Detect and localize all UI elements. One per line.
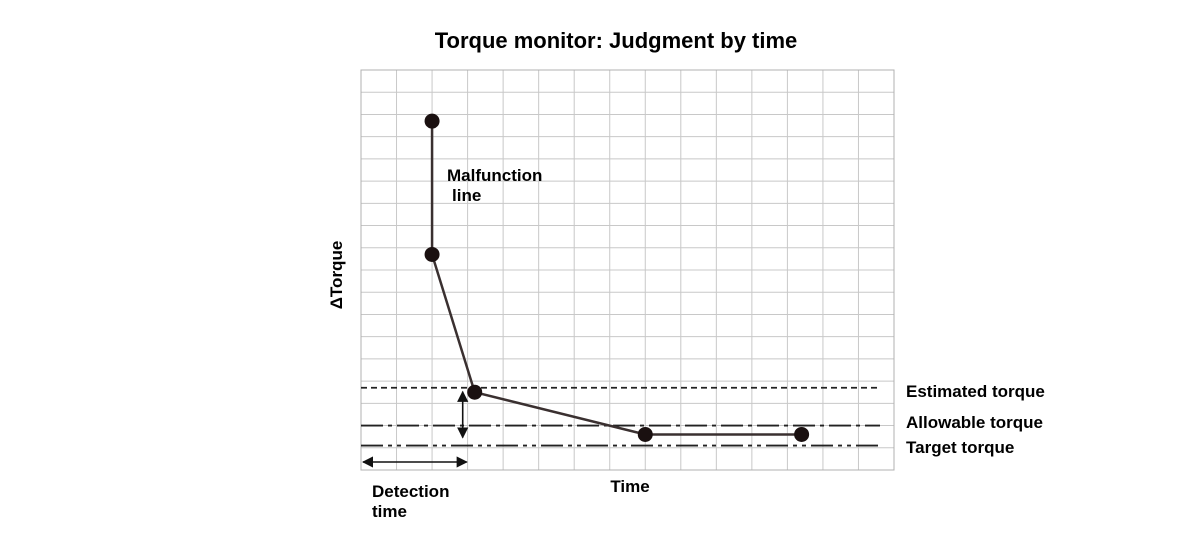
annotation-arrows [361, 390, 469, 468]
data-point [424, 113, 440, 129]
x-axis-label: Time [610, 477, 649, 496]
ref-label-allowable: Allowable torque [906, 413, 1043, 432]
chart-title: Torque monitor: Judgment by time [435, 28, 798, 53]
detection-label-line1: Detection [372, 482, 449, 501]
data-series [424, 113, 810, 442]
data-point [467, 384, 483, 400]
detection-label-line2: time [372, 502, 407, 521]
y-axis-label: ΔTorque [327, 241, 346, 310]
data-point [637, 426, 653, 442]
chart-grid [360, 69, 895, 471]
ref-label-estimated: Estimated torque [906, 382, 1045, 401]
data-point [424, 246, 440, 262]
malfunction-label-line1: Malfunction [447, 166, 542, 185]
reference-lines [361, 386, 880, 447]
ref-label-target: Target torque [906, 438, 1014, 457]
malfunction-label-line2: line [452, 186, 481, 205]
data-point [794, 426, 810, 442]
plot-frame [360, 69, 895, 471]
